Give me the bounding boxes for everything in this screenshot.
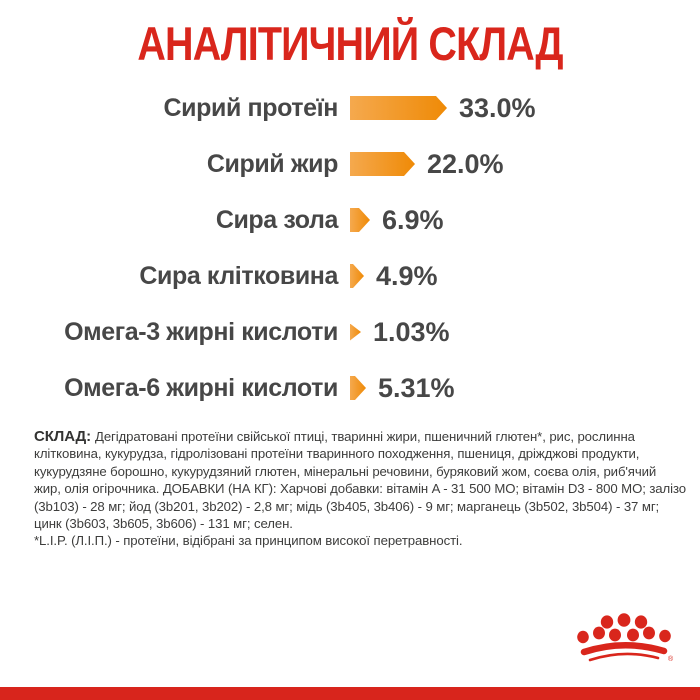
nutrient-bar [350, 96, 447, 120]
nutrient-bar [350, 376, 366, 400]
composition-text-block: СКЛАД: Дегідратовані протеїни свійської п… [34, 428, 686, 550]
chart-row: Сира клітковина 4.9% [0, 248, 700, 304]
nutrient-bar [350, 208, 370, 232]
nutrient-label: Омега-3 жирні кислоти [64, 317, 338, 346]
analytical-composition-chart: Сирий протеїн 33.0% Сирий жир 22.0% Сира… [0, 80, 700, 416]
nutrient-value: 22.0% [427, 148, 504, 179]
nutrient-label: Сира клітковина [139, 261, 338, 290]
nutrient-label: Омега-6 жирні кислоти [64, 373, 338, 402]
bottom-red-band [0, 687, 700, 700]
nutrient-bar [350, 324, 361, 341]
nutrient-label: Сирий жир [206, 149, 339, 178]
nutrient-value: 33.0% [459, 92, 536, 123]
composition-line: *L.I.P. (Л.І.П.) - протеїни, відібрані з… [34, 533, 463, 549]
nutrient-bar [350, 152, 415, 176]
page-title: АНАЛІТИЧНИЙ СКЛАД [137, 17, 563, 70]
nutrient-value: 1.03% [373, 316, 450, 347]
registered-trademark-symbol: ® [668, 655, 674, 663]
nutrient-label: Сира зола [215, 205, 339, 234]
composition-line: жир, олія огірочника. ДОБАВКИ (НА КГ): Х… [34, 481, 686, 497]
composition-line: СКЛАД: Дегідратовані протеїни свійської п… [34, 428, 684, 445]
nutrient-value: 6.9% [382, 204, 444, 235]
composition-line-text: Дегідратовані протеїни свійської птиці, … [94, 429, 635, 444]
chart-row: Омега-3 жирні кислоти 1.03% [0, 304, 700, 360]
chart-row: Сирий жир 22.0% [0, 136, 700, 192]
composition-line: клітковина, кукурудза, гідролізовані про… [34, 446, 640, 462]
composition-line: цинк (3b603, 3b605, 3b606) - 131 мг; сел… [34, 516, 293, 532]
chart-row: Омега-6 жирні кислоти 5.31% [0, 360, 700, 416]
nutrient-label: Сирий протеїн [163, 93, 339, 122]
composition-line: (3b103) - 28 мг; йод (3b201, 3b202) - 2,… [34, 498, 660, 514]
nutrient-value: 4.9% [376, 260, 438, 291]
chart-row: Сирий протеїн 33.0% [0, 80, 700, 136]
composition-heading: СКЛАД: [34, 428, 91, 445]
chart-row: Сира зола 6.9% [0, 192, 700, 248]
nutrient-bar [350, 264, 364, 288]
composition-line: кукурудзяне борошно, кукурудзяний глютен… [34, 463, 657, 479]
royal-canin-crown-logo: ® [577, 613, 674, 663]
nutrient-value: 5.31% [378, 372, 455, 403]
